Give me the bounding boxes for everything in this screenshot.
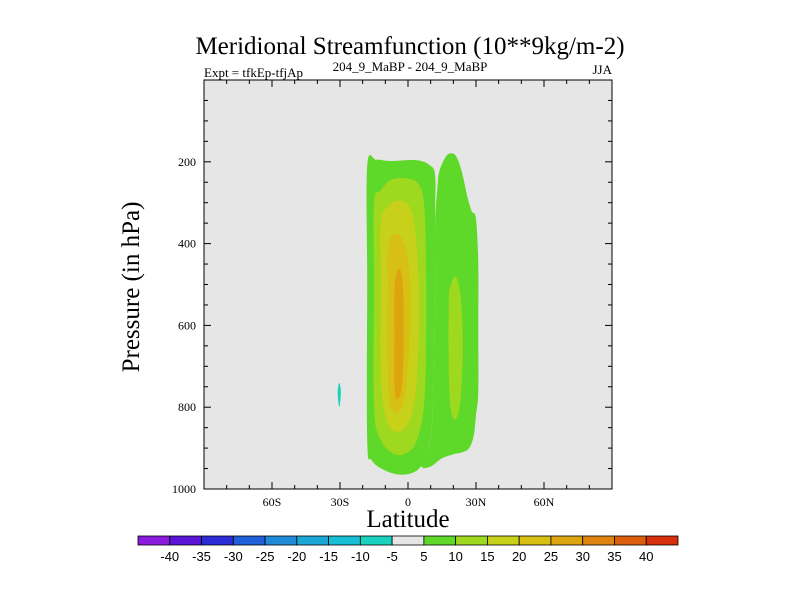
contour-regions (337, 153, 479, 475)
season-label: JJA (592, 62, 612, 77)
chart-title: Meridional Streamfunction (10**9kg/m-2) (195, 33, 624, 60)
colorbar-swatch (232, 535, 266, 546)
colorbar-label: 10 (448, 549, 462, 564)
colorbar-swatch (137, 535, 171, 546)
colorbar-label: 40 (639, 549, 653, 564)
colorbar-swatch (518, 535, 552, 546)
colorbar-label: -5 (386, 549, 398, 564)
colorbar-label: -20 (287, 549, 306, 564)
colorbar-swatch (391, 535, 425, 546)
x-tick-label: 0 (405, 495, 411, 509)
period-label: 204_9_MaBP - 204_9_MaBP (333, 59, 488, 74)
colorbar-swatch (455, 535, 488, 546)
colorbar-swatch (264, 535, 298, 546)
colorbar-label: -25 (256, 549, 275, 564)
y-tick-label: 800 (178, 400, 196, 414)
colorbar-swatch (169, 535, 202, 546)
colorbar-swatch (614, 535, 647, 546)
colorbar-swatch (328, 535, 361, 546)
x-axis-label: Latitude (366, 506, 449, 533)
x-tick-label: 60S (263, 495, 282, 509)
contour-band-nh-10-15 (448, 276, 463, 420)
colorbar-swatch (487, 535, 520, 546)
colorbar-label: 20 (512, 549, 526, 564)
colorbar-label: -15 (319, 549, 338, 564)
contour-core-sh-25 (394, 269, 404, 400)
colorbar-swatch (359, 535, 393, 546)
colorbar-label: 25 (544, 549, 558, 564)
colorbar-label: 30 (575, 549, 589, 564)
colorbar-swatch (582, 535, 615, 546)
y-tick-label: 1000 (172, 482, 196, 496)
x-axis: 60S 30S 0 30N 60N (226, 80, 590, 509)
x-tick-label: 60N (534, 495, 555, 509)
y-tick-label: 400 (178, 237, 196, 251)
colorbar-swatch (423, 535, 457, 546)
colorbar-label: -30 (224, 549, 243, 564)
x-tick-label: 30S (331, 495, 350, 509)
colorbar-label: 5 (420, 549, 427, 564)
colorbar-label: -35 (192, 549, 211, 564)
colorbar-label: -10 (351, 549, 370, 564)
y-tick-label: 200 (178, 155, 196, 169)
x-tick-label: 30N (466, 495, 487, 509)
colorbar-label: 35 (607, 549, 621, 564)
y-axis-label: Pressure (in hPa) (118, 202, 145, 373)
colorbar-swatch (201, 535, 234, 546)
colorbar-swatch (645, 535, 679, 546)
colorbar: -40 -35 -30 -25 -20 -15 -10 -5 5 10 15 20 25 30 35 40 (137, 535, 679, 564)
contour-negative-sh-30 (337, 382, 341, 408)
experiment-label: Expt = tfkEp-tfjAp (204, 65, 303, 80)
colorbar-label: 15 (480, 549, 494, 564)
colorbar-swatch (550, 535, 584, 546)
y-axis: 200 400 600 800 1000 (172, 99, 612, 496)
colorbar-swatch (296, 535, 329, 546)
colorbar-label: -40 (160, 549, 179, 564)
y-tick-label: 600 (178, 318, 196, 332)
